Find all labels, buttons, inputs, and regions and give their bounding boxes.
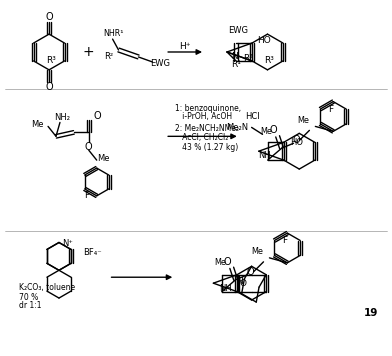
Text: H⁺: H⁺ (179, 42, 191, 51)
Text: N: N (231, 52, 238, 62)
Text: O: O (224, 257, 232, 267)
Text: +: + (83, 45, 94, 59)
Text: HO: HO (290, 138, 303, 147)
Text: K₂CO₃, toluene: K₂CO₃, toluene (19, 283, 75, 292)
Text: O: O (270, 125, 278, 135)
Text: Me: Me (32, 120, 44, 129)
Text: R¹: R¹ (231, 61, 241, 69)
Text: EWG: EWG (150, 59, 170, 68)
Text: R³: R³ (264, 56, 274, 66)
Text: BF₄⁻: BF₄⁻ (83, 248, 102, 257)
Text: Me₂N: Me₂N (227, 123, 249, 132)
Text: EWG: EWG (228, 26, 248, 35)
Text: Me: Me (214, 258, 226, 267)
Text: 1: benzoquinone,: 1: benzoquinone, (175, 104, 241, 113)
Text: N: N (236, 277, 242, 286)
Text: O: O (94, 111, 102, 121)
Text: O: O (247, 267, 254, 277)
Text: O: O (45, 12, 53, 22)
Text: NH₂: NH₂ (54, 113, 70, 122)
Text: F: F (328, 105, 334, 114)
Text: 43 % (1.27 kg): 43 % (1.27 kg) (175, 143, 238, 152)
Text: R²: R² (104, 52, 113, 62)
Text: Me: Me (97, 154, 110, 163)
Text: Me: Me (252, 247, 263, 256)
Text: R²: R² (243, 54, 253, 63)
Text: HO: HO (257, 36, 271, 44)
Text: AcCl, CH₂Cl₂: AcCl, CH₂Cl₂ (175, 133, 229, 142)
Text: HCl: HCl (245, 112, 260, 121)
Text: O: O (85, 142, 93, 152)
Text: O: O (293, 135, 300, 145)
Text: 70 %: 70 % (19, 293, 38, 302)
Text: O: O (45, 82, 53, 92)
Text: NH: NH (258, 151, 271, 160)
Text: 19: 19 (363, 308, 378, 318)
Text: N⁺: N⁺ (63, 239, 73, 248)
Text: F: F (282, 236, 287, 245)
Text: NH: NH (219, 284, 232, 293)
Text: Me: Me (298, 116, 309, 125)
Text: NHR¹: NHR¹ (103, 28, 124, 38)
Text: dr 1:1: dr 1:1 (19, 302, 42, 310)
Text: O: O (239, 279, 246, 288)
Text: 2: Me₂NCH₂NMe₂: 2: Me₂NCH₂NMe₂ (175, 124, 239, 133)
Text: F: F (83, 192, 89, 200)
Text: R³: R³ (46, 56, 56, 66)
Text: i-PrOH, AcOH: i-PrOH, AcOH (175, 112, 232, 121)
Text: Me: Me (260, 127, 272, 136)
